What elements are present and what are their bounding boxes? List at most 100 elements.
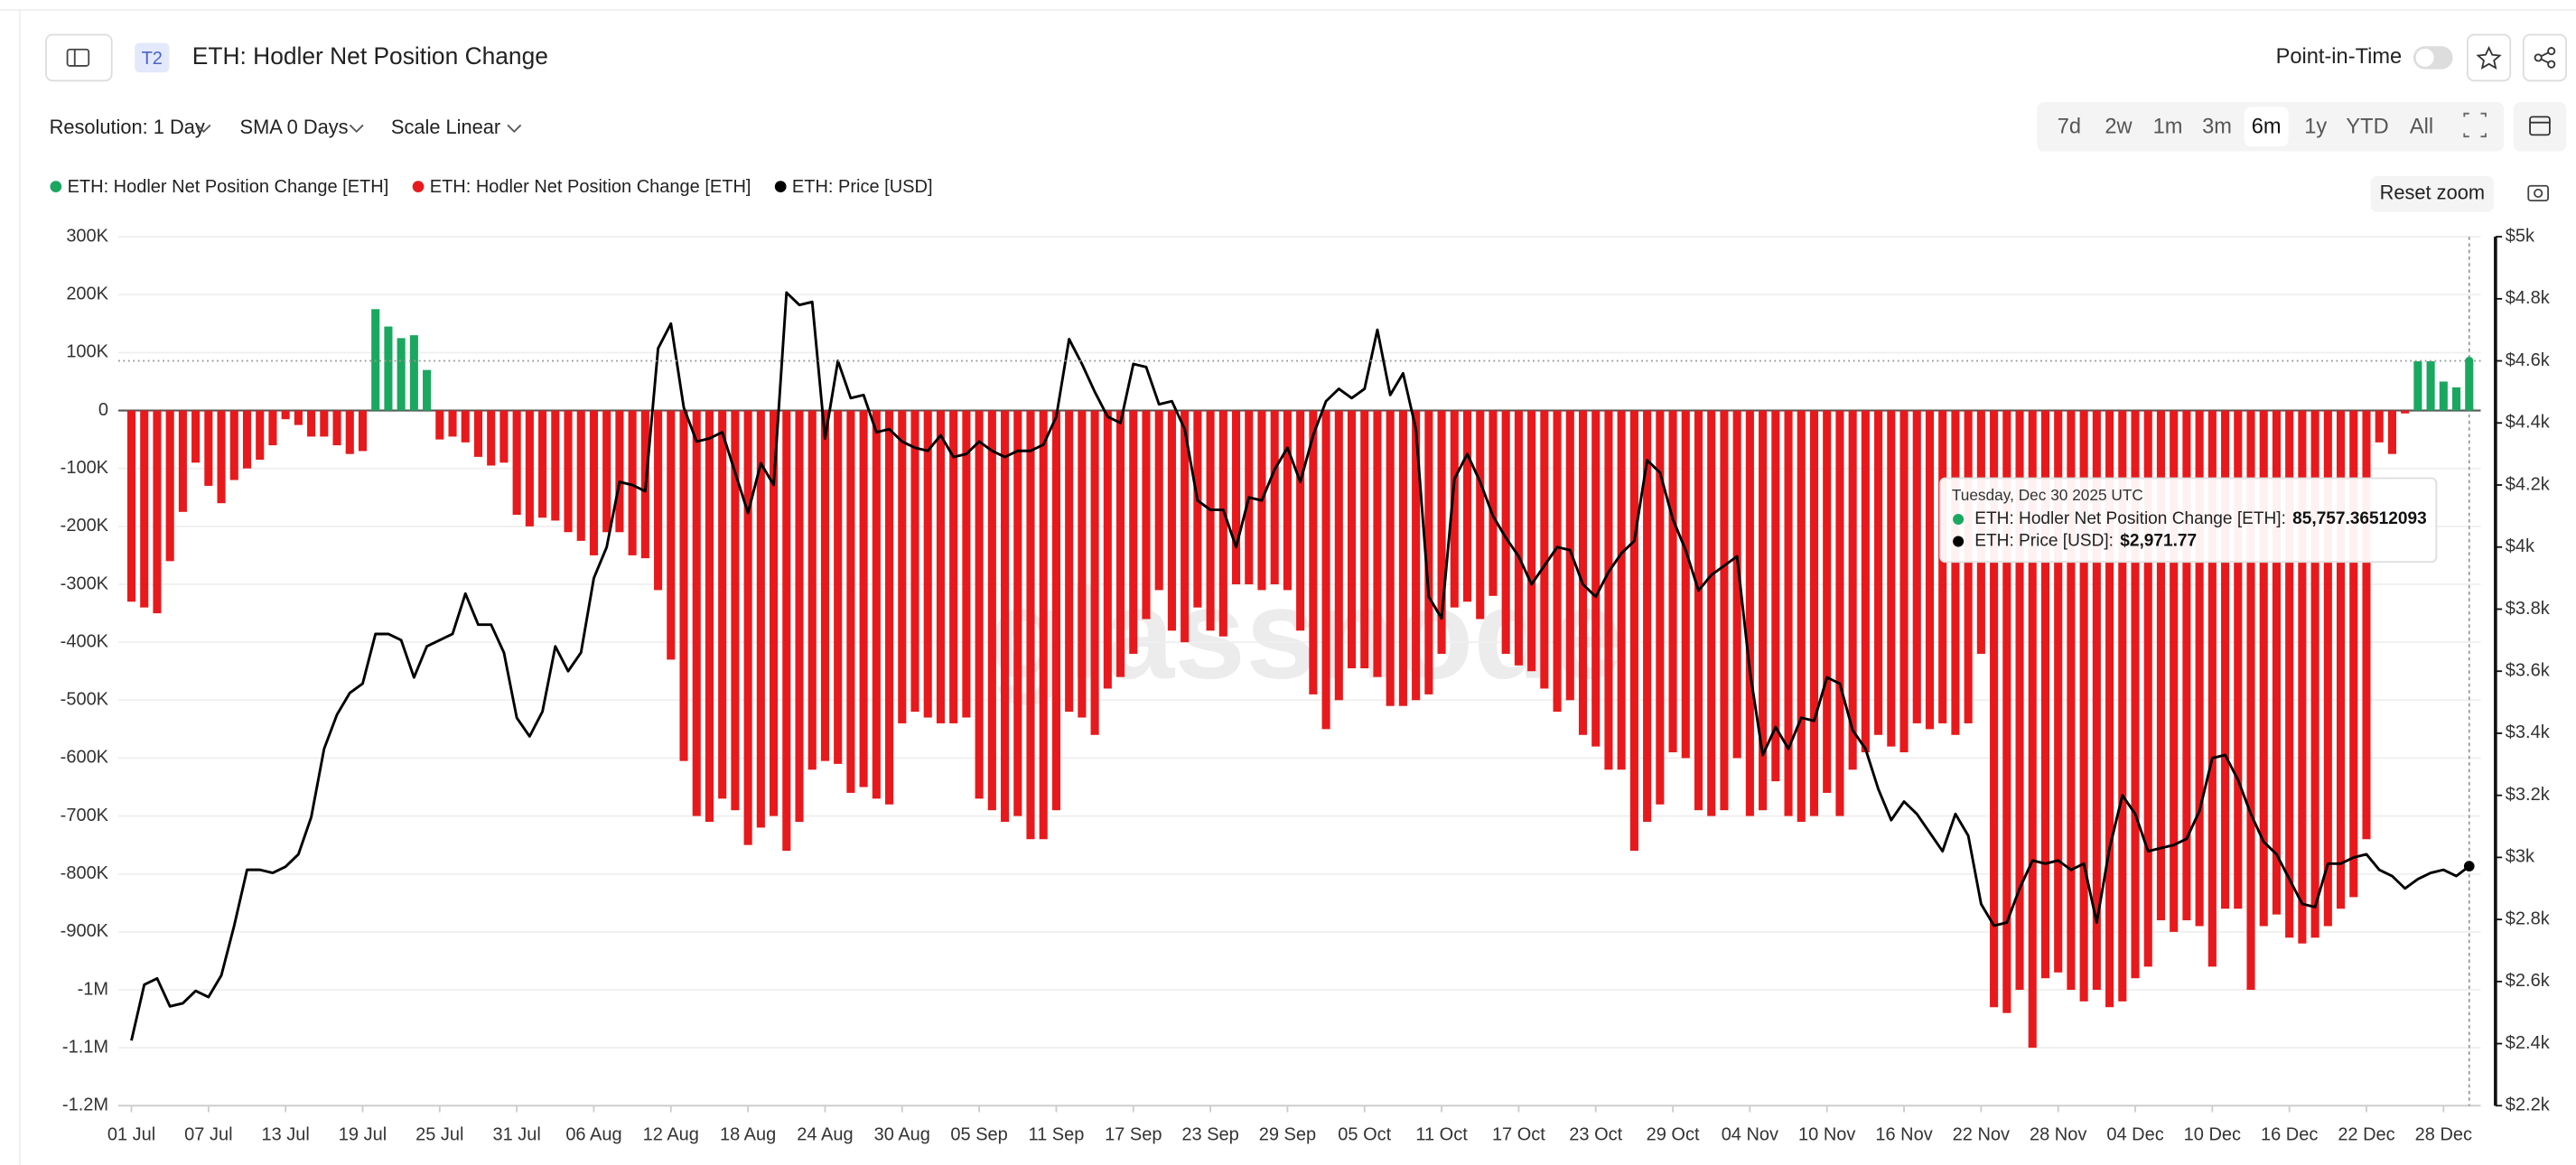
bar bbox=[1398, 410, 1407, 706]
bar bbox=[487, 410, 496, 466]
y2-tick-label: $3.4k bbox=[2506, 722, 2551, 742]
bar bbox=[2452, 387, 2461, 411]
bar bbox=[602, 410, 611, 533]
range-button[interactable]: 7d bbox=[2058, 115, 2081, 138]
bar bbox=[872, 410, 881, 799]
bar bbox=[576, 410, 585, 541]
legend-label[interactable]: ETH: Hodler Net Position Change [ETH] bbox=[68, 177, 389, 197]
bar bbox=[1578, 410, 1588, 735]
chevron bbox=[196, 124, 211, 134]
sma-dropdown[interactable]: SMA 0 Days bbox=[240, 116, 349, 138]
toggle-knob bbox=[2415, 48, 2434, 67]
range-button[interactable]: All bbox=[2410, 115, 2433, 138]
bar bbox=[1090, 410, 1099, 735]
y2-tick-label: $4k bbox=[2506, 536, 2535, 556]
bar bbox=[1861, 410, 1870, 753]
range-button[interactable]: 1m bbox=[2153, 115, 2183, 138]
bar bbox=[1489, 410, 1498, 596]
range-button[interactable]: 6m bbox=[2252, 115, 2282, 138]
x-tick-label: 16 Nov bbox=[1875, 1124, 1932, 1144]
bar bbox=[2028, 410, 2037, 1048]
bar bbox=[1874, 410, 1883, 735]
x-tick-label: 04 Nov bbox=[1722, 1124, 1778, 1144]
scale-dropdown[interactable]: Scale Linear bbox=[391, 116, 500, 138]
bar bbox=[1771, 410, 1780, 782]
y2-tick-label: $4.2k bbox=[2506, 474, 2551, 494]
bar bbox=[2387, 410, 2396, 454]
bar bbox=[1013, 410, 1022, 816]
x-tick-label: 29 Oct bbox=[1647, 1124, 1700, 1144]
bar bbox=[1759, 410, 1768, 811]
bar bbox=[834, 410, 843, 764]
bar bbox=[1501, 410, 1510, 654]
bar bbox=[782, 410, 791, 852]
bar bbox=[820, 410, 830, 761]
x-tick-label: 30 Aug bbox=[874, 1124, 930, 1144]
y2-tick-label: $3k bbox=[2506, 847, 2535, 867]
tooltip-value: 85,757.36512093 bbox=[2292, 509, 2427, 528]
tooltip-dot bbox=[1953, 513, 1965, 525]
bar bbox=[2182, 410, 2191, 921]
bar bbox=[1951, 410, 1960, 735]
resolution-dropdown[interactable]: Resolution: 1 Day bbox=[50, 116, 205, 138]
bar bbox=[2234, 410, 2243, 909]
y2-tick-label: $5k bbox=[2506, 226, 2535, 246]
favorite-button[interactable] bbox=[2467, 33, 2512, 82]
y-tick-label: -1M bbox=[78, 979, 108, 999]
reset-zoom-button[interactable] bbox=[2370, 175, 2495, 212]
camera-icon[interactable] bbox=[2527, 184, 2549, 202]
bar bbox=[1809, 410, 1819, 816]
x-tick-label: 04 Dec bbox=[2106, 1124, 2163, 1144]
bar bbox=[2131, 410, 2140, 979]
range-active-bg bbox=[2244, 107, 2289, 147]
x-tick-label: 11 Oct bbox=[1415, 1124, 1468, 1144]
y2-tick-label: $3.8k bbox=[2506, 599, 2551, 619]
bar bbox=[1553, 410, 1562, 713]
bar bbox=[1745, 410, 1754, 816]
bar bbox=[936, 410, 945, 723]
x-tick-label: 25 Jul bbox=[415, 1124, 463, 1144]
bar bbox=[1887, 410, 1896, 747]
share-button[interactable] bbox=[2522, 33, 2567, 82]
legend-dot bbox=[50, 181, 62, 193]
tier-badge bbox=[135, 42, 170, 73]
bar bbox=[910, 410, 919, 713]
bar bbox=[461, 410, 470, 443]
range-button[interactable]: YTD bbox=[2346, 115, 2388, 138]
range-button[interactable]: 3m bbox=[2202, 115, 2232, 138]
bar bbox=[191, 410, 201, 463]
tooltip-rows: ETH: Hodler Net Position Change [ETH]: 85… bbox=[1953, 509, 2427, 551]
zoom-select-icon[interactable] bbox=[2463, 112, 2487, 138]
bar bbox=[2092, 410, 2101, 991]
bar bbox=[667, 410, 676, 660]
sidebar-icon bbox=[66, 48, 90, 67]
bar bbox=[692, 410, 701, 816]
x-tick-label: 28 Nov bbox=[2030, 1124, 2086, 1144]
bar bbox=[1681, 410, 1690, 759]
x-tick-label: 18 Aug bbox=[720, 1124, 776, 1144]
point-in-time-label: Point-in-Time bbox=[2276, 45, 2403, 69]
bar bbox=[2195, 410, 2204, 927]
y-tick-label: -1.1M bbox=[62, 1037, 108, 1057]
bar bbox=[2105, 410, 2114, 1008]
sidebar-button[interactable] bbox=[45, 33, 113, 82]
chevron bbox=[349, 124, 364, 134]
bar bbox=[1270, 410, 1279, 585]
bar bbox=[473, 410, 483, 457]
bar bbox=[615, 410, 624, 533]
calendar-button[interactable] bbox=[2513, 101, 2567, 152]
bar bbox=[1051, 410, 1060, 811]
bar bbox=[898, 410, 907, 723]
x-tick-label: 22 Nov bbox=[1953, 1124, 2010, 1144]
x-tick-label: 31 Jul bbox=[492, 1124, 540, 1144]
range-button[interactable]: 2w bbox=[2105, 115, 2133, 138]
legend-label[interactable]: ETH: Price [USD] bbox=[792, 177, 933, 197]
bar bbox=[2170, 410, 2179, 932]
bar bbox=[1912, 410, 1921, 723]
bar bbox=[846, 410, 855, 793]
bar bbox=[2079, 410, 2088, 1002]
bar bbox=[1154, 410, 1163, 591]
range-button[interactable]: 1y bbox=[2304, 115, 2327, 138]
legend-label[interactable]: ETH: Hodler Net Position Change [ETH] bbox=[430, 177, 751, 197]
bar bbox=[499, 410, 509, 463]
